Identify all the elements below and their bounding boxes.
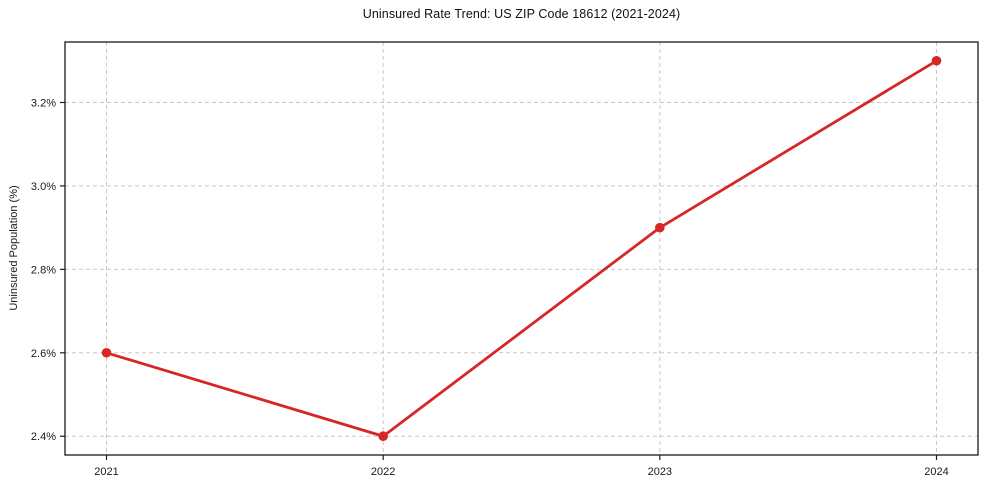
x-tick-label: 2022 (371, 466, 395, 478)
plot-border (64, 41, 979, 456)
data-point-2023 (655, 222, 665, 233)
y-tick-label: 2.6% (31, 348, 56, 360)
data-point-2022 (378, 431, 388, 442)
x-tick-label: 2023 (648, 466, 672, 478)
chart-title: Uninsured Rate Trend: US ZIP Code 18612 … (362, 7, 681, 21)
data-point-2024 (931, 55, 942, 66)
data-point-2021 (101, 347, 112, 358)
y-tick-label: 3.2% (31, 97, 56, 109)
y-tick-label: 3.0% (31, 181, 56, 193)
x-tick-label: 2024 (924, 466, 948, 478)
y-tick-label: 2.4% (31, 431, 56, 443)
y-tick-label: 2.8% (31, 264, 56, 276)
trend-line (105, 59, 938, 438)
x-tick-label: 2021 (94, 466, 118, 478)
